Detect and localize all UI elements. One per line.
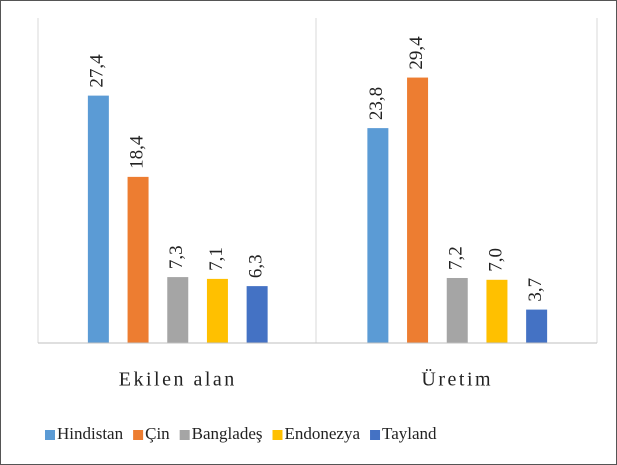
bar [367, 128, 389, 343]
data-label: 27,4 [87, 54, 108, 88]
legend-label: Bangladeş [192, 424, 263, 443]
data-label: 29,4 [406, 36, 427, 70]
data-label: 7,3 [166, 245, 187, 269]
data-label: 7,1 [206, 247, 227, 271]
data-label: 7,0 [485, 248, 506, 272]
bar [407, 77, 429, 343]
bar [526, 309, 548, 343]
data-label: 7,2 [446, 246, 467, 270]
x-tick-label: Üretim [421, 368, 493, 391]
legend-label: Tayland [382, 424, 437, 443]
legend-swatch [45, 430, 55, 440]
legend-label: Çin [145, 424, 170, 443]
legend-label: Endonezya [285, 424, 361, 443]
bar [167, 277, 189, 343]
legend-swatch [272, 430, 283, 440]
data-label: 3,7 [525, 278, 546, 302]
bar [127, 176, 149, 343]
legend-swatch [370, 430, 381, 440]
data-label: 6,3 [245, 254, 266, 278]
x-tick-label: Ekilen alan [119, 369, 237, 391]
bar [486, 279, 508, 343]
data-label: 18,4 [126, 135, 147, 169]
data-label: 23,8 [366, 87, 387, 120]
legend-swatch [133, 430, 144, 440]
bar [246, 286, 268, 343]
bar [87, 95, 109, 343]
legend-label: Hindistan [57, 424, 124, 443]
bar [446, 277, 468, 343]
legend-swatch [179, 430, 190, 440]
bar [206, 278, 228, 343]
